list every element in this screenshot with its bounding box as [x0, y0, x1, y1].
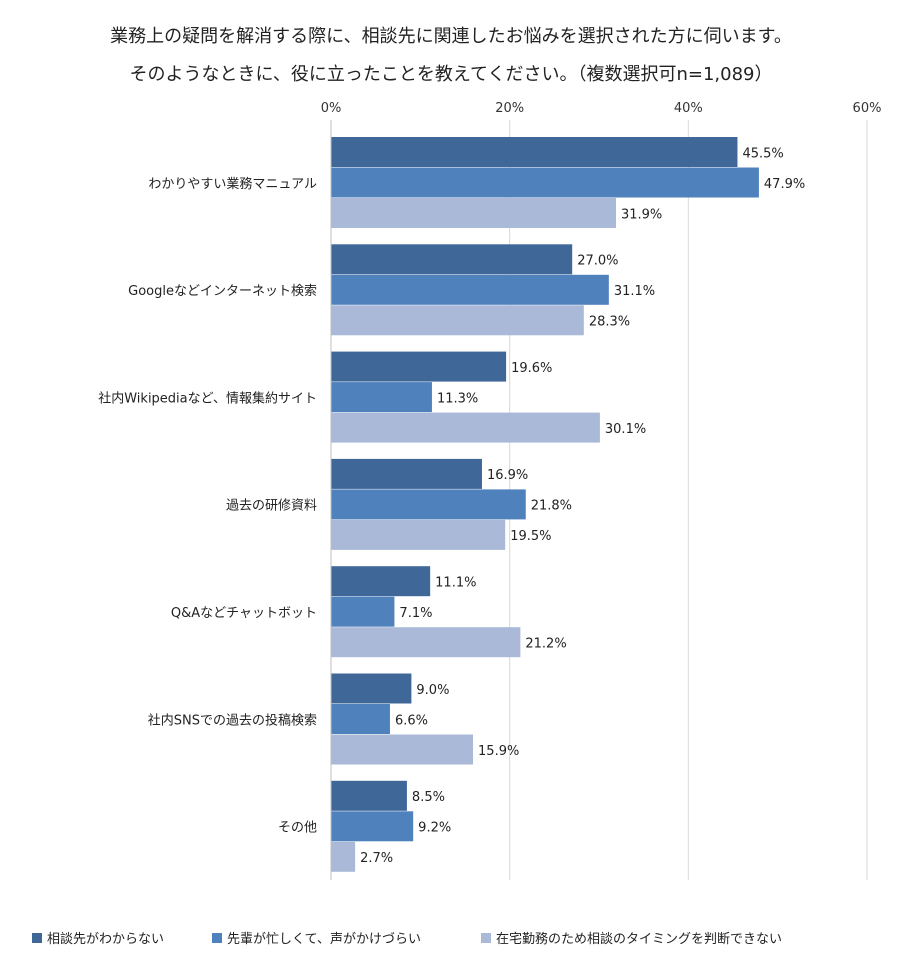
x-tick-label: 0% — [321, 101, 342, 116]
category-label: その他 — [278, 821, 317, 836]
chart-title-line-2: そのようなときに、役に立ったことを教えてください。（複数選択可n=1,089） — [129, 64, 773, 85]
data-label: 30.1% — [605, 422, 646, 437]
bar — [331, 811, 414, 842]
data-label: 31.1% — [614, 284, 655, 299]
bar — [331, 137, 738, 167]
data-label: 7.1% — [399, 606, 432, 621]
bar — [331, 412, 600, 443]
data-label: 45.5% — [742, 146, 783, 161]
legend-label: 相談先がわからない — [47, 932, 165, 947]
data-label: 47.9% — [764, 177, 805, 192]
data-label: 2.7% — [360, 851, 393, 866]
bar — [331, 489, 526, 520]
legend-label: 先輩が忙しくて、声がかけづらい — [227, 932, 421, 947]
data-label: 11.1% — [435, 575, 476, 590]
bar — [331, 841, 356, 872]
legend-swatch — [481, 932, 491, 943]
category-label: Q&Aなどチャットボット — [171, 606, 317, 621]
category-label: Googleなどインターネット検索 — [128, 284, 317, 299]
bar — [331, 780, 407, 811]
bar — [331, 519, 506, 550]
data-label: 9.0% — [416, 683, 449, 698]
data-label: 21.8% — [531, 499, 572, 514]
x-tick-label: 40% — [674, 101, 703, 116]
legend-swatch — [32, 932, 42, 943]
bar — [331, 596, 395, 627]
data-label: 9.2% — [418, 821, 451, 836]
bar — [331, 627, 521, 658]
category-label: わかりやすい業務マニュアル — [148, 176, 317, 192]
legend-label: 在宅勤務のため相談のタイミングを判断できない — [496, 932, 783, 947]
bar — [331, 704, 390, 734]
legend-item: 相談先がわからない — [32, 928, 164, 947]
bar — [331, 673, 412, 704]
category-label: 過去の研修資料 — [226, 499, 317, 514]
bar — [331, 274, 609, 305]
bar — [331, 458, 482, 489]
data-label: 31.9% — [621, 207, 662, 222]
bar — [331, 351, 507, 382]
data-label: 8.5% — [412, 790, 445, 805]
bar — [331, 566, 431, 597]
data-label: 11.3% — [437, 391, 478, 406]
legend-swatch — [212, 932, 222, 943]
data-label: 21.2% — [525, 636, 566, 651]
bar — [331, 305, 584, 336]
legend-item: 在宅勤務のため相談のタイミングを判断できない — [481, 928, 782, 947]
data-label: 15.9% — [478, 744, 519, 759]
data-label: 16.9% — [487, 468, 528, 483]
category-label: 社内Wikipediaなど、情報集約サイト — [98, 390, 317, 406]
data-label: 27.0% — [577, 254, 618, 269]
x-tick-label: 20% — [495, 101, 524, 116]
bar — [331, 198, 616, 228]
chart-title-line-1: 業務上の疑問を解消する際に、相談先に関連したお悩みを選択された方に伺います。 — [110, 26, 792, 47]
bar — [331, 244, 573, 275]
data-label: 19.5% — [510, 529, 551, 544]
bar — [331, 167, 759, 198]
bar — [331, 734, 474, 765]
legend-item: 先輩が忙しくて、声がかけづらい — [212, 928, 421, 947]
data-label: 19.6% — [511, 361, 552, 376]
category-label: 社内SNSでの過去の投稿検索 — [148, 712, 317, 728]
x-tick-label: 60% — [853, 101, 882, 116]
chart-legend: 相談先がわからない 先輩が忙しくて、声がかけづらい 在宅勤務のため相談のタイミングを… — [0, 928, 902, 948]
bar — [331, 382, 432, 413]
data-label: 6.6% — [395, 713, 428, 728]
data-label: 28.3% — [589, 315, 630, 330]
